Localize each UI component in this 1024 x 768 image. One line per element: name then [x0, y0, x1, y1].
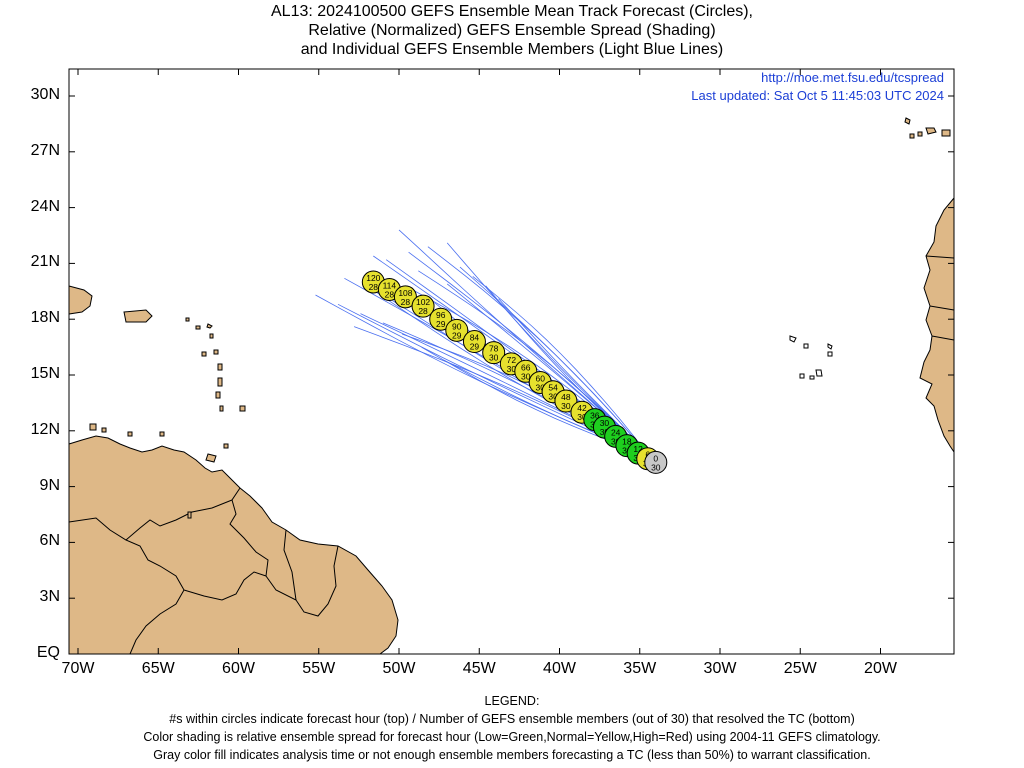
lat-label: 27N	[30, 141, 60, 159]
forecast-hour-label: 48	[561, 392, 571, 402]
member-count-label: 28	[401, 297, 411, 307]
track-circle	[554, 389, 578, 413]
forecast-hour-label: 24	[611, 427, 621, 437]
member-count-label: 30	[536, 382, 546, 392]
lon-label: 30W	[703, 660, 737, 677]
track-circle	[445, 318, 469, 342]
ensemble-member-line	[459, 266, 650, 458]
lon-label: 50W	[382, 660, 416, 677]
cape-verde-islands	[789, 335, 833, 380]
track-circle	[644, 450, 668, 474]
member-count-label: 30	[651, 462, 661, 472]
forecast-hour-label: 18	[622, 437, 632, 447]
legend-heading: LEGEND:	[484, 694, 540, 708]
lon-label: 65W	[141, 660, 175, 677]
lat-label: 3N	[39, 588, 60, 606]
member-count-label: 28	[418, 306, 428, 316]
forecast-hour-label: 72	[507, 355, 517, 365]
hispaniola-land	[68, 285, 93, 315]
forecast-hour-label: 54	[548, 383, 558, 393]
track-circle	[482, 341, 506, 365]
member-count-label: 30	[489, 353, 499, 363]
last-updated: Last updated: Sat Oct 5 11:45:03 UTC 202…	[691, 88, 944, 103]
axis-ticks	[69, 69, 954, 655]
forecast-hour-label: 102	[416, 297, 430, 307]
legend-line-3: Gray color fill indicates analysis time …	[153, 748, 871, 762]
lat-label: 12N	[30, 420, 60, 438]
lon-label: 25W	[783, 660, 817, 677]
puerto-rico-land	[123, 309, 153, 323]
member-count-label: 30	[507, 364, 517, 374]
lat-label: 24N	[30, 197, 60, 215]
track-circle	[462, 330, 486, 354]
track-circle	[411, 294, 435, 318]
south-america-land	[68, 435, 399, 655]
member-count-label: 30	[548, 392, 558, 402]
track-circle	[429, 307, 453, 331]
lat-label: 6N	[39, 532, 60, 550]
title-line-3: and Individual GEFS Ensemble Members (Li…	[300, 41, 724, 58]
legend-line-1: #s within circles indicate forecast hour…	[169, 712, 855, 726]
member-count-label: 29	[452, 330, 462, 340]
legend-line-2: Color shading is relative ensemble sprea…	[143, 730, 881, 744]
lon-label: 20W	[864, 660, 897, 677]
lat-label: EQ	[36, 644, 60, 661]
lon-label: 45W	[462, 660, 496, 677]
member-count-label: 30	[577, 412, 587, 422]
forecast-hour-label: 36	[590, 411, 600, 421]
ensemble-member-line	[472, 276, 650, 458]
forecast-hour-label: 120	[366, 273, 380, 283]
forecast-hour-label: 96	[436, 310, 446, 320]
lat-label: 18N	[30, 309, 60, 327]
forecast-hour-label: 114	[383, 280, 397, 290]
forecast-hour-label: 0	[653, 453, 658, 463]
member-count-label: 30	[521, 371, 531, 381]
title-line-1: AL13: 2024100500 GEFS Ensemble Mean Trac…	[271, 3, 753, 20]
lat-label: 21N	[30, 253, 60, 271]
lat-label: 30N	[30, 86, 60, 103]
lon-label: 70W	[61, 660, 95, 677]
member-count-label: 28	[369, 282, 379, 292]
forecast-hour-label: 66	[521, 362, 531, 372]
africa-border	[925, 255, 955, 341]
lon-label: 55W	[302, 660, 336, 677]
source-url-link[interactable]: http://moe.met.fsu.edu/tcspread	[761, 70, 944, 85]
forecast-hour-label: 12	[633, 444, 643, 454]
forecast-hour-label: 108	[398, 288, 412, 298]
member-count-label: 30	[611, 436, 621, 446]
lon-label: 35W	[623, 660, 657, 677]
forecast-hour-label: 90	[452, 321, 462, 331]
forecast-hour-label: 84	[470, 333, 480, 343]
forecast-hour-label: 60	[536, 373, 546, 383]
country-borders	[68, 487, 339, 655]
member-count-label: 30	[600, 427, 610, 437]
lesser-antilles	[89, 317, 246, 519]
track-point: 030	[644, 450, 668, 474]
lat-label: 15N	[30, 365, 60, 382]
forecast-hour-label: 42	[577, 403, 587, 413]
lon-label: 40W	[543, 660, 576, 677]
member-count-label: 28	[385, 289, 395, 299]
canary-islands	[904, 117, 951, 139]
africa-land	[919, 196, 955, 454]
forecast-hour-label: 78	[489, 344, 499, 354]
lat-label: 9N	[39, 476, 60, 494]
member-count-label: 30	[561, 401, 571, 411]
forecast-hour-label: 30	[600, 418, 610, 428]
lon-label: 60W	[222, 660, 255, 677]
member-count-label: 29	[470, 342, 480, 352]
title-line-2: Relative (Normalized) GEFS Ensemble Spre…	[308, 22, 716, 39]
member-count-label: 29	[436, 319, 446, 329]
